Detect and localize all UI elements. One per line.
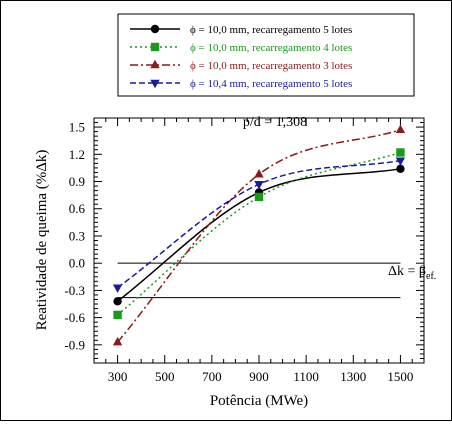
x-tick-label: 500 (155, 369, 175, 384)
data-point (395, 157, 406, 166)
legend-item-0: ϕ = 10,0 mm, recarregamento 5 lotes (130, 24, 352, 36)
axis-ticks: 300 500 700 900 1100 1300 1500 1.5 1.2 0.9 0.6 0.3 0… (64, 117, 425, 384)
data-point (396, 164, 405, 174)
legend-item-1: ϕ = 10,0 mm, recarregamento 4 lotes (130, 42, 352, 54)
y-tick-label: 1.2 (69, 147, 85, 162)
series-group (112, 124, 406, 346)
series-1 (113, 148, 405, 320)
legend-marker (150, 24, 160, 34)
legend-label: ϕ = 10,0 mm, recarregamento 5 lotes (190, 24, 352, 36)
x-tick-label: 1100 (293, 369, 319, 384)
series-2 (112, 124, 406, 346)
x-tick-label: 300 (108, 369, 128, 384)
data-point (254, 181, 264, 190)
y-tick-label: -0.6 (64, 310, 85, 325)
x-tick-label: 900 (249, 369, 269, 384)
reference-lines (117, 262, 401, 299)
ratio-annotation: p/d = 1,308 (243, 115, 307, 130)
y-tick-label: 0.9 (69, 174, 85, 189)
legend-marker (150, 59, 160, 69)
legend: ϕ = 10,0 mm, recarregamento 5 lotes ϕ = 1… (130, 24, 352, 90)
legend-label: ϕ = 10,4 mm, recarregamento 5 lotes (190, 78, 352, 90)
data-point (112, 284, 123, 293)
series-3 (112, 157, 406, 293)
x-tick-label: 1500 (387, 369, 413, 384)
data-point (113, 310, 122, 320)
y-axis-title: Reatividade de queima (%Δk) (34, 150, 50, 331)
data-point (396, 148, 405, 157)
legend-label: ϕ = 10,0 mm, recarregamento 3 lotes (190, 60, 352, 72)
beta-annotation: Δk = βef. (388, 264, 436, 282)
data-point (254, 169, 264, 178)
y-tick-label: 0.6 (69, 201, 86, 216)
data-point (113, 297, 122, 306)
legend-marker (150, 79, 160, 89)
data-point (395, 124, 406, 133)
x-tick-label: 700 (202, 369, 222, 384)
y-tick-label: 0.0 (69, 256, 85, 271)
beta-annotation-main: Δk = β (388, 264, 426, 279)
data-point (112, 336, 123, 346)
series-line-1 (117, 151, 401, 316)
y-tick-label: 0.3 (69, 228, 85, 243)
x-axis-title: Potência (MWe) (210, 393, 308, 409)
legend-item-3: ϕ = 10,4 mm, recarregamento 5 lotes (130, 78, 352, 90)
x-tick-label: 1300 (340, 369, 366, 384)
y-tick-label: 1.5 (69, 120, 85, 135)
beta-annotation-sub: ef. (426, 271, 436, 282)
legend-label: ϕ = 10,0 mm, recarregamento 4 lotes (190, 42, 352, 54)
data-point (254, 192, 264, 202)
legend-item-2: ϕ = 10,0 mm, recarregamento 3 lotes (130, 59, 352, 72)
legend-marker (150, 42, 160, 52)
y-tick-label: -0.3 (64, 283, 85, 298)
y-tick-label: -0.9 (64, 337, 85, 352)
